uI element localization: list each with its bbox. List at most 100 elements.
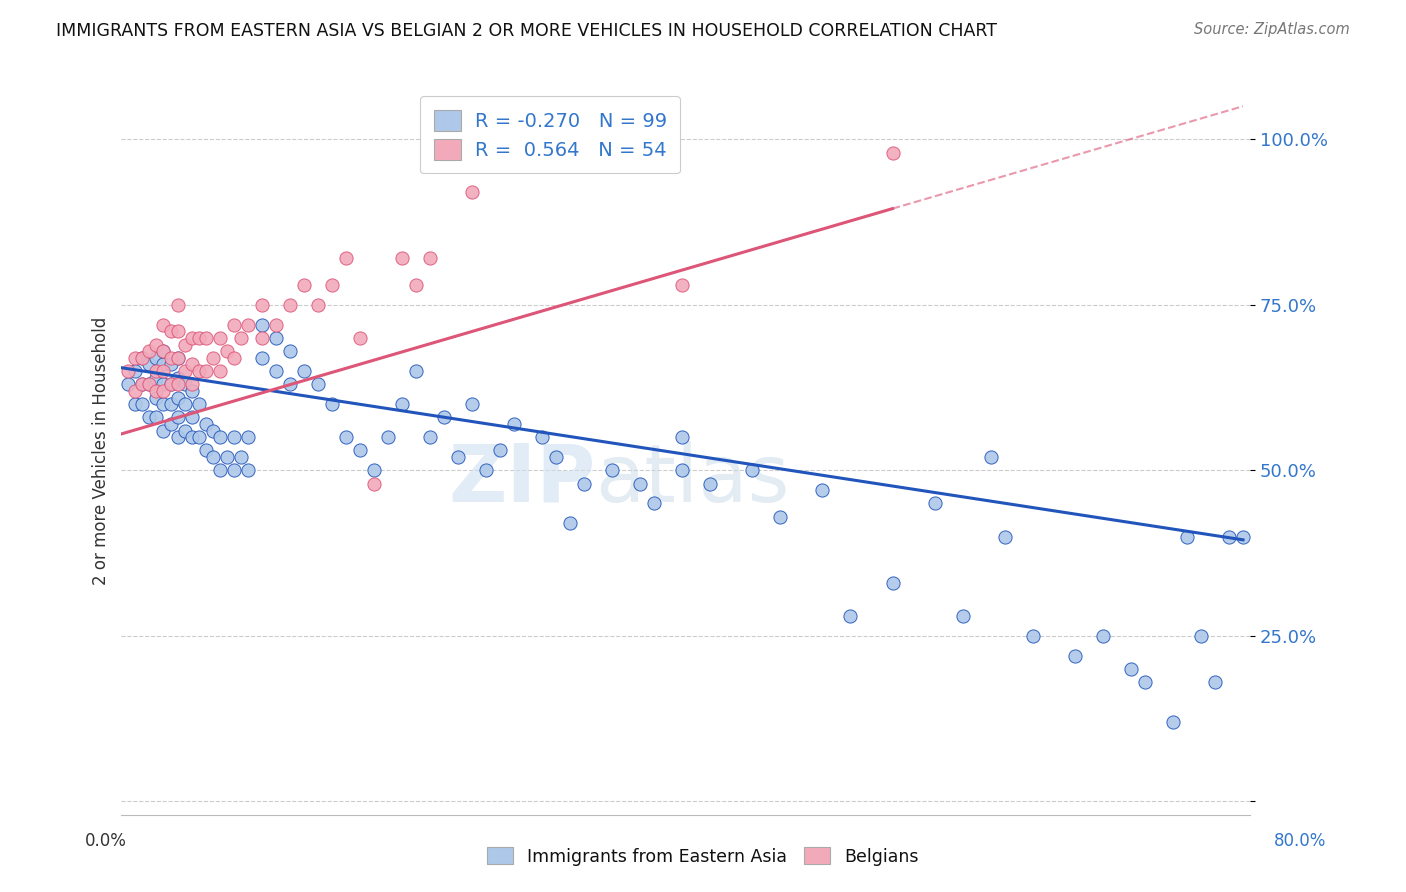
Point xyxy=(152,318,174,332)
Point xyxy=(952,609,974,624)
Point xyxy=(236,430,259,444)
Point xyxy=(152,344,174,359)
Point xyxy=(250,331,273,345)
Point xyxy=(1063,648,1085,663)
Point xyxy=(124,364,146,378)
Point xyxy=(152,384,174,398)
Point xyxy=(187,331,209,345)
Point xyxy=(166,430,188,444)
Text: ZIP: ZIP xyxy=(449,441,595,518)
Point xyxy=(461,186,484,200)
Point xyxy=(159,358,181,372)
Point xyxy=(159,417,181,431)
Point xyxy=(138,410,160,425)
Point xyxy=(124,351,146,365)
Text: 0.0%: 0.0% xyxy=(84,831,127,849)
Point xyxy=(187,430,209,444)
Point xyxy=(671,277,693,292)
Point xyxy=(558,516,581,531)
Point xyxy=(187,364,209,378)
Point xyxy=(145,370,167,384)
Point xyxy=(159,324,181,338)
Point xyxy=(419,430,441,444)
Point xyxy=(1161,714,1184,729)
Point xyxy=(166,370,188,384)
Point xyxy=(278,344,301,359)
Point xyxy=(152,377,174,392)
Point xyxy=(363,476,385,491)
Point xyxy=(882,145,904,160)
Point xyxy=(194,331,217,345)
Point xyxy=(307,298,329,312)
Point xyxy=(145,391,167,405)
Point xyxy=(1204,675,1226,690)
Point xyxy=(194,443,217,458)
Point xyxy=(131,351,153,365)
Point xyxy=(159,377,181,392)
Point xyxy=(292,364,315,378)
Point xyxy=(124,384,146,398)
Point xyxy=(166,298,188,312)
Point xyxy=(159,377,181,392)
Point xyxy=(671,430,693,444)
Point xyxy=(1232,529,1254,543)
Point xyxy=(531,430,554,444)
Point xyxy=(180,430,202,444)
Point xyxy=(699,476,721,491)
Point xyxy=(278,298,301,312)
Point xyxy=(166,377,188,392)
Point xyxy=(489,443,512,458)
Point xyxy=(166,410,188,425)
Point xyxy=(924,496,946,510)
Point xyxy=(335,252,357,266)
Point xyxy=(131,377,153,392)
Point xyxy=(166,351,188,365)
Point xyxy=(208,430,231,444)
Point xyxy=(145,337,167,351)
Point xyxy=(433,410,456,425)
Point xyxy=(180,358,202,372)
Text: IMMIGRANTS FROM EASTERN ASIA VS BELGIAN 2 OR MORE VEHICLES IN HOUSEHOLD CORRELAT: IMMIGRANTS FROM EASTERN ASIA VS BELGIAN … xyxy=(56,22,997,40)
Point xyxy=(215,344,238,359)
Point xyxy=(600,463,623,477)
Point xyxy=(180,410,202,425)
Point xyxy=(447,450,470,464)
Point xyxy=(250,298,273,312)
Point xyxy=(363,463,385,477)
Point xyxy=(572,476,595,491)
Point xyxy=(145,410,167,425)
Point xyxy=(405,277,427,292)
Point xyxy=(349,331,371,345)
Point xyxy=(208,463,231,477)
Text: 80.0%: 80.0% xyxy=(1274,831,1327,849)
Point xyxy=(187,397,209,411)
Point xyxy=(194,417,217,431)
Point xyxy=(250,318,273,332)
Text: Source: ZipAtlas.com: Source: ZipAtlas.com xyxy=(1194,22,1350,37)
Point xyxy=(194,364,217,378)
Point xyxy=(349,443,371,458)
Point xyxy=(145,351,167,365)
Point xyxy=(215,450,238,464)
Point xyxy=(1021,629,1043,643)
Text: atlas: atlas xyxy=(595,441,790,518)
Point xyxy=(222,463,245,477)
Point xyxy=(264,364,287,378)
Point xyxy=(250,351,273,365)
Point xyxy=(131,397,153,411)
Point xyxy=(131,351,153,365)
Point xyxy=(173,397,195,411)
Point xyxy=(180,384,202,398)
Point xyxy=(1119,662,1142,676)
Point xyxy=(159,397,181,411)
Point xyxy=(152,424,174,438)
Point xyxy=(173,337,195,351)
Point xyxy=(811,483,834,498)
Point xyxy=(236,463,259,477)
Point xyxy=(1218,529,1240,543)
Point xyxy=(307,377,329,392)
Point xyxy=(671,463,693,477)
Point xyxy=(222,318,245,332)
Point xyxy=(544,450,567,464)
Point xyxy=(131,377,153,392)
